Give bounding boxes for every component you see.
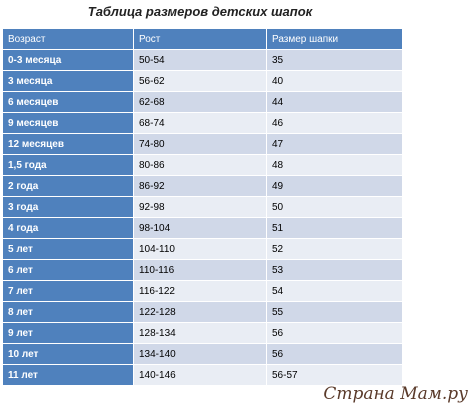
table-cell: 56-57: [266, 364, 403, 386]
age-cell: 6 лет: [2, 259, 134, 281]
table-cell: 50: [266, 196, 403, 218]
age-cell: 6 месяцев: [2, 91, 134, 113]
age-cell: 5 лет: [2, 238, 134, 260]
age-cell: 12 месяцев: [2, 133, 134, 155]
header-cell: Рост: [133, 28, 267, 50]
table-cell: 80-86: [133, 154, 267, 176]
age-cell: 9 лет: [2, 322, 134, 344]
age-cell: 3 месяца: [2, 70, 134, 92]
table-row: 7 лет 116-122 54: [2, 280, 403, 302]
table-row: 3 месяца 56-62 40: [2, 70, 403, 92]
age-cell: 8 лет: [2, 301, 134, 323]
table-cell: 50-54: [133, 49, 267, 71]
table-cell: 62-68: [133, 91, 267, 113]
watermark: Страна Мам.ру: [323, 384, 468, 404]
header-cell: Размер шапки: [266, 28, 403, 50]
table-row: 0-3 месяца 50-54 35: [2, 49, 403, 71]
age-cell: 0-3 месяца: [2, 49, 134, 71]
table-cell: 140-146: [133, 364, 267, 386]
table-row: 12 месяцев 74-80 47: [2, 133, 403, 155]
table-cell: 134-140: [133, 343, 267, 365]
table-row: 1,5 года 80-86 48: [2, 154, 403, 176]
table-cell: 52: [266, 238, 403, 260]
table-body: 0-3 месяца 50-54 35 3 месяца 56-62 40 6 месяце…: [2, 49, 403, 386]
table-cell: 116-122: [133, 280, 267, 302]
table-cell: 56: [266, 322, 403, 344]
title: Таблица размеров детских шапок: [87, 4, 313, 19]
age-cell: 11 лет: [2, 364, 134, 386]
table-cell: 49: [266, 175, 403, 197]
table-header: Возраст Рост Размер шапки: [2, 28, 403, 50]
header-cell: Возраст: [2, 28, 134, 50]
table-cell: 56: [266, 343, 403, 365]
table-cell: 51: [266, 217, 403, 239]
table-cell: 47: [266, 133, 403, 155]
table-cell: 86-92: [133, 175, 267, 197]
table-row: 3 года 92-98 50: [2, 196, 403, 218]
table-cell: 74-80: [133, 133, 267, 155]
size-table: Возраст Рост Размер шапки 0-3 месяца 50-54 3…: [2, 28, 403, 386]
table-row: 11 лет 140-146 56-57: [2, 364, 403, 386]
age-cell: 9 месяцев: [2, 112, 134, 134]
header-row: Возраст Рост Размер шапки: [2, 28, 403, 50]
table-cell: 56-62: [133, 70, 267, 92]
table-cell: 104-110: [133, 238, 267, 260]
age-cell: 1,5 года: [2, 154, 134, 176]
table-cell: 68-74: [133, 112, 267, 134]
table-cell: 54: [266, 280, 403, 302]
table-row: 2 года 86-92 49: [2, 175, 403, 197]
age-cell: 2 года: [2, 175, 134, 197]
age-cell: 7 лет: [2, 280, 134, 302]
table-row: 6 лет 110-116 53: [2, 259, 403, 281]
table-cell: 55: [266, 301, 403, 323]
table-cell: 35: [266, 49, 403, 71]
table-row: 10 лет 134-140 56: [2, 343, 403, 365]
table-cell: 98-104: [133, 217, 267, 239]
table-row: 5 лет 104-110 52: [2, 238, 403, 260]
table-cell: 48: [266, 154, 403, 176]
table-cell: 128-134: [133, 322, 267, 344]
table-cell: 110-116: [133, 259, 267, 281]
table-cell: 40: [266, 70, 403, 92]
table-row: 4 года 98-104 51: [2, 217, 403, 239]
table-row: 8 лет 122-128 55: [2, 301, 403, 323]
table-row: 9 лет 128-134 56: [2, 322, 403, 344]
table-row: 9 месяцев 68-74 46: [2, 112, 403, 134]
age-cell: 4 года: [2, 217, 134, 239]
age-cell: 3 года: [2, 196, 134, 218]
table-cell: 53: [266, 259, 403, 281]
table-cell: 122-128: [133, 301, 267, 323]
table-cell: 46: [266, 112, 403, 134]
table-row: 6 месяцев 62-68 44: [2, 91, 403, 113]
age-cell: 10 лет: [2, 343, 134, 365]
table-cell: 92-98: [133, 196, 267, 218]
table-cell: 44: [266, 91, 403, 113]
